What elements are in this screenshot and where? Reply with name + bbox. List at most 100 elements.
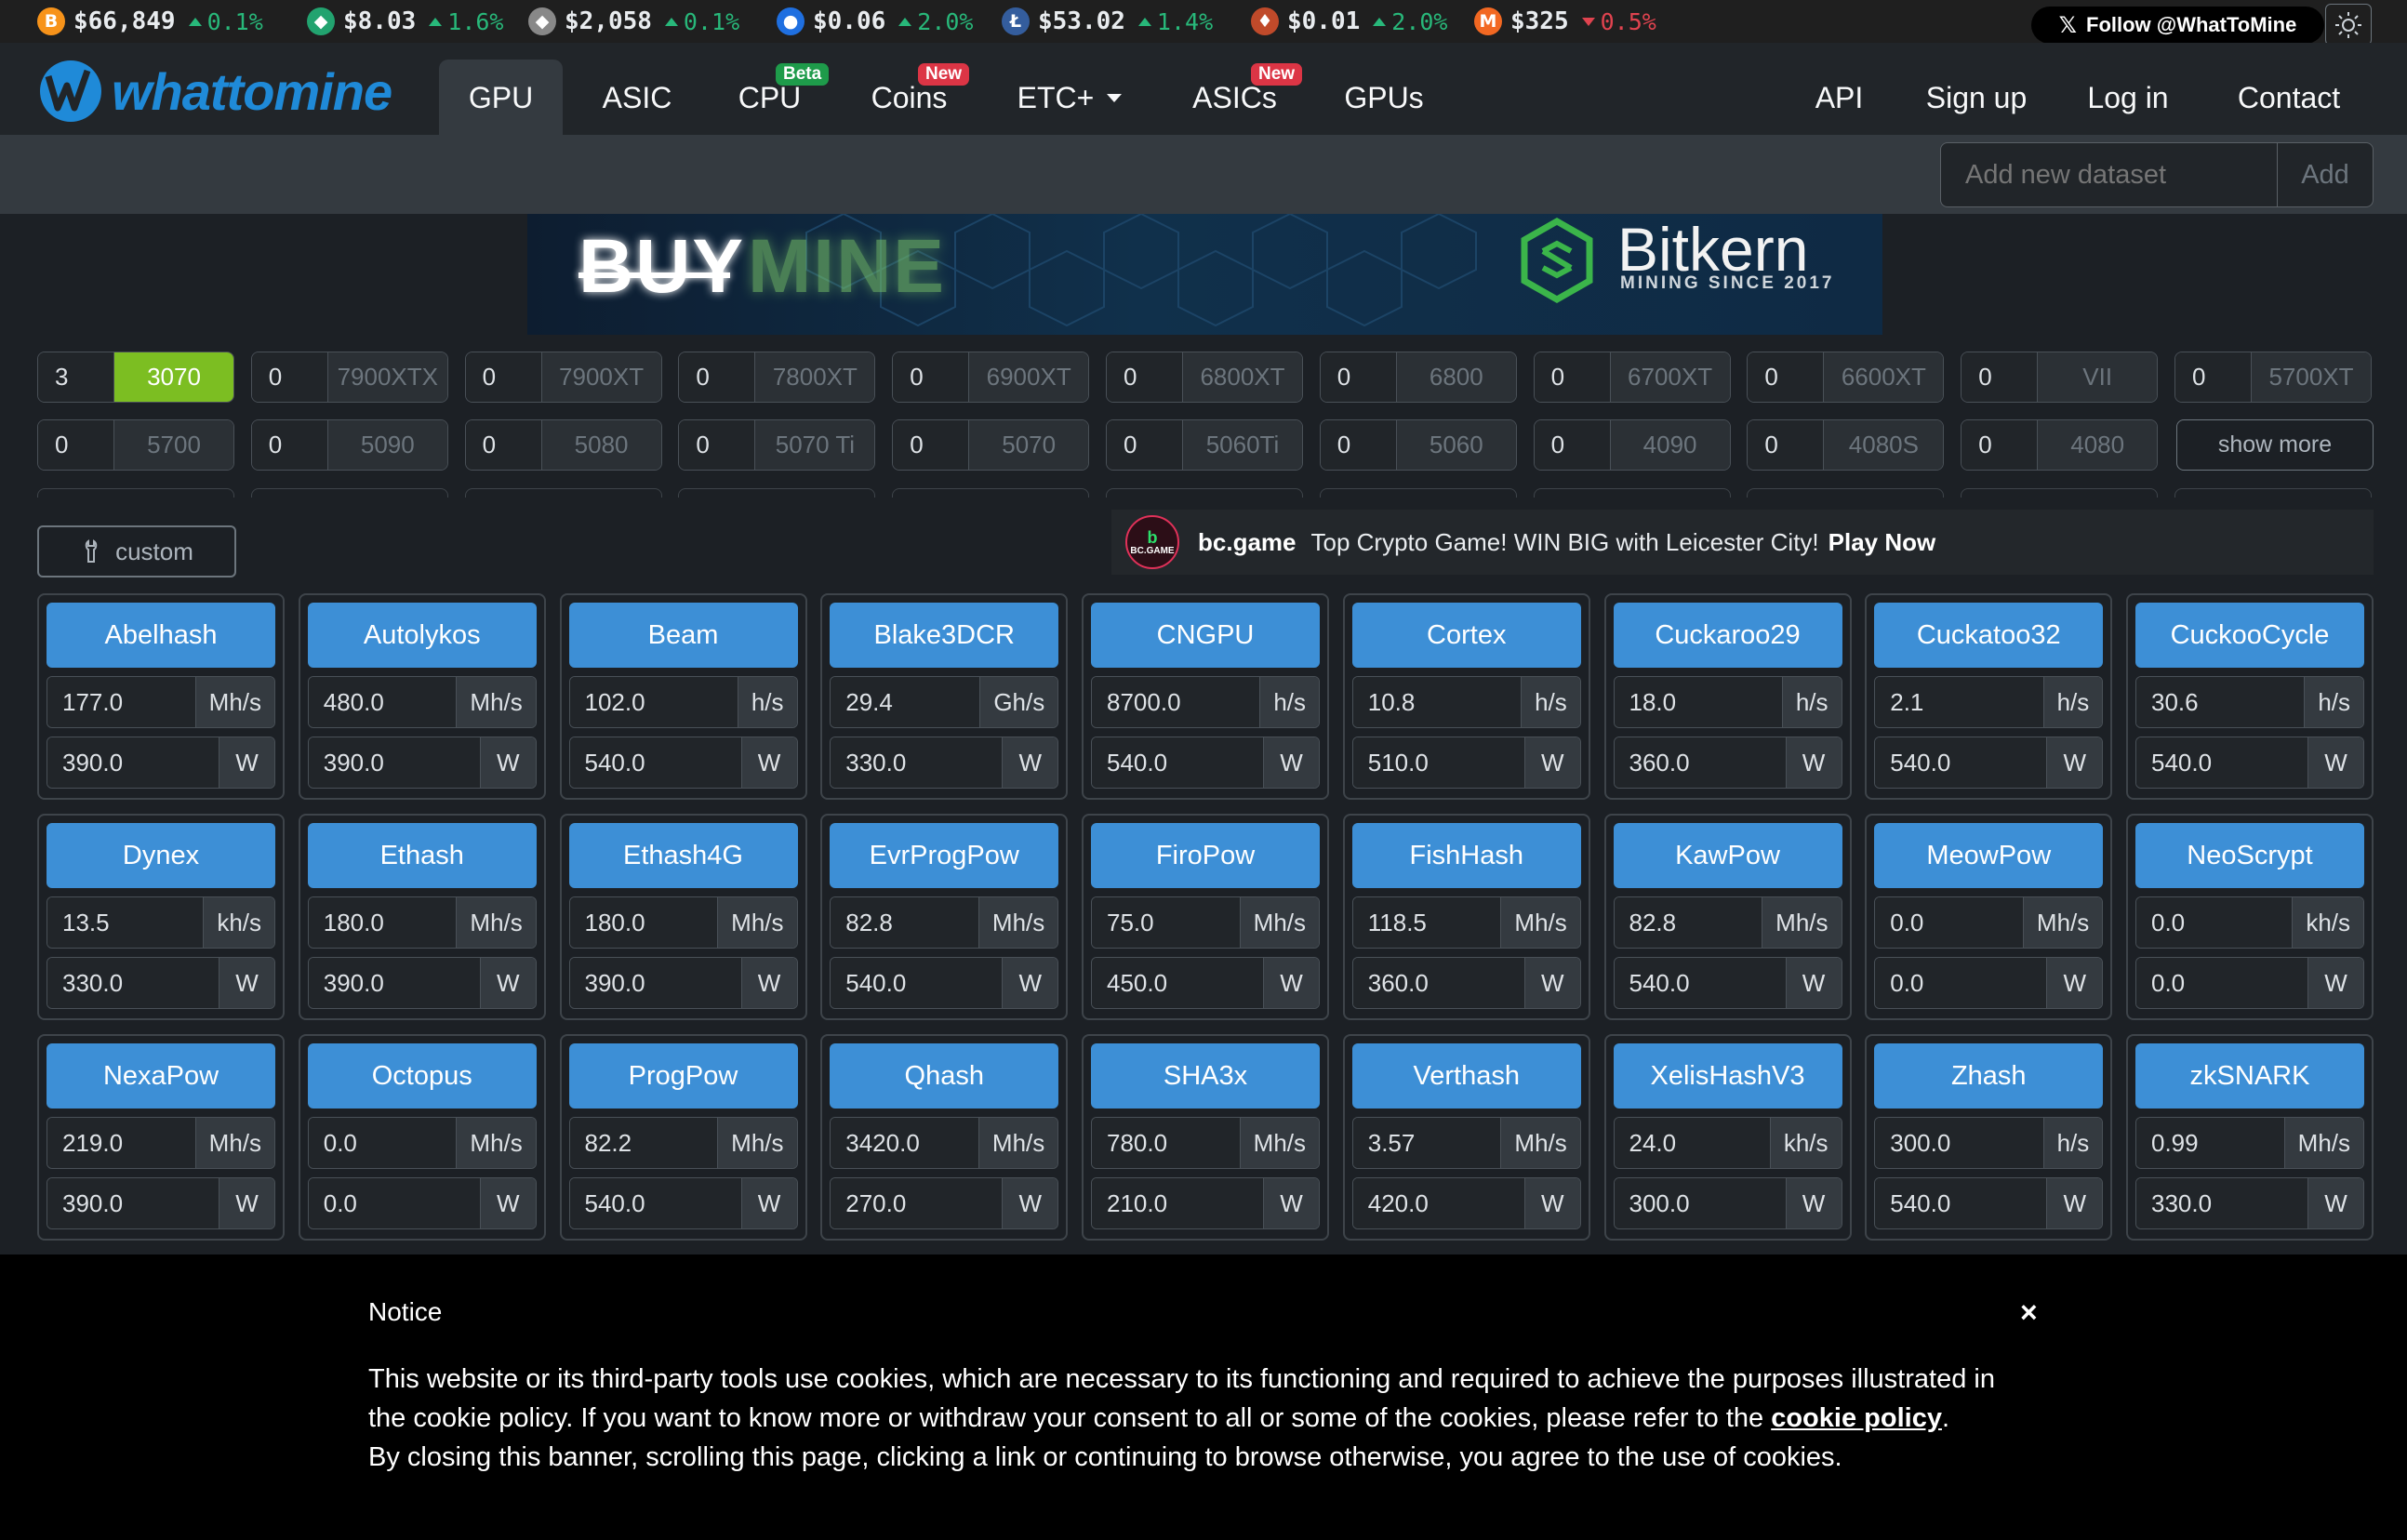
follow-twitter-button[interactable]: 𝕏 Follow @WhatToMine xyxy=(2031,7,2324,44)
hashrate-input[interactable]: 8700.0 xyxy=(1092,677,1260,727)
ticker-item[interactable]: ◆ $2,058 0.1% xyxy=(528,0,739,43)
hashrate-input[interactable]: 29.4 xyxy=(831,677,980,727)
power-input[interactable]: 390.0 xyxy=(569,958,741,1008)
hashrate-input[interactable]: 102.0 xyxy=(569,677,738,727)
gpu-quantity-input[interactable]: 3 xyxy=(38,352,114,402)
algorithm-toggle-button[interactable]: Ethash xyxy=(307,823,537,888)
gpu-model-toggle[interactable]: 5700XT xyxy=(2252,352,2371,402)
power-input[interactable]: 390.0 xyxy=(47,1178,219,1228)
algorithm-toggle-button[interactable]: Cortex xyxy=(1351,603,1581,668)
bcgame-ad[interactable]: b BC.GAME bc.game Top Crypto Game! WIN B… xyxy=(1111,510,2374,575)
nav-contact[interactable]: Contact xyxy=(2223,60,2355,136)
ticker-item[interactable]: B $66,849 0.1% xyxy=(37,0,263,43)
algorithm-toggle-button[interactable]: zkSNARK xyxy=(2135,1043,2364,1109)
algorithm-toggle-button[interactable]: Autolykos xyxy=(307,603,537,668)
hashrate-input[interactable]: 480.0 xyxy=(308,677,457,727)
hashrate-input[interactable]: 3.57 xyxy=(1352,1118,1501,1168)
gpu-quantity-input[interactable]: 0 xyxy=(679,352,756,402)
hashrate-input[interactable]: 13.5 xyxy=(47,897,204,948)
gpu-quantity-input[interactable]: 0 xyxy=(38,420,114,470)
gpu-quantity-input[interactable]: 0 xyxy=(679,420,756,470)
bitkern-banner[interactable]: BUY MINE Bitkern MINING SINCE 2017 xyxy=(527,214,1882,335)
gpu-model-toggle[interactable]: VII xyxy=(2038,352,2158,402)
custom-button[interactable]: custom xyxy=(37,525,236,578)
algorithm-toggle-button[interactable]: Cuckatoo32 xyxy=(1874,603,2104,668)
hashrate-input[interactable]: 2.1 xyxy=(1875,677,2043,727)
algorithm-toggle-button[interactable]: Qhash xyxy=(830,1043,1059,1109)
nav-gpus[interactable]: GPUs xyxy=(1328,60,1440,136)
nav-login[interactable]: Log in xyxy=(2076,60,2180,136)
power-input[interactable]: 330.0 xyxy=(47,958,219,1008)
gpu-model-toggle[interactable]: 5070 Ti xyxy=(755,420,875,470)
gpu-quantity-input[interactable]: 0 xyxy=(1534,352,1611,402)
ad-play-now-link[interactable]: Play Now xyxy=(1828,527,1936,556)
gpu-model-toggle[interactable]: 4090 xyxy=(1610,420,1730,470)
algorithm-toggle-button[interactable]: Blake3DCR xyxy=(830,603,1059,668)
power-input[interactable]: 540.0 xyxy=(569,1178,741,1228)
gpu-model-toggle[interactable]: 6900XT xyxy=(969,352,1089,402)
power-input[interactable]: 390.0 xyxy=(47,737,219,788)
algorithm-toggle-button[interactable]: Verthash xyxy=(1351,1043,1581,1109)
gpu-model-toggle[interactable]: 7800XT xyxy=(755,352,875,402)
power-input[interactable]: 300.0 xyxy=(1614,1178,1786,1228)
power-input[interactable]: 540.0 xyxy=(569,737,741,788)
gpu-model-toggle[interactable]: 6800 xyxy=(1396,352,1516,402)
algorithm-toggle-button[interactable]: Abelhash xyxy=(47,603,275,668)
hashrate-input[interactable]: 24.0 xyxy=(1614,1118,1770,1168)
hashrate-input[interactable]: 177.0 xyxy=(47,677,195,727)
nav-cpu[interactable]: CPU Beta xyxy=(716,60,830,136)
hashrate-input[interactable]: 118.5 xyxy=(1352,897,1501,948)
power-input[interactable]: 0.0 xyxy=(2136,958,2307,1008)
algorithm-toggle-button[interactable]: EvrProgPow xyxy=(830,823,1059,888)
algorithm-toggle-button[interactable]: Dynex xyxy=(47,823,275,888)
hashrate-input[interactable]: 18.0 xyxy=(1614,677,1782,727)
cookie-policy-link[interactable]: cookie policy xyxy=(1771,1403,1942,1433)
algorithm-toggle-button[interactable]: Ethash4G xyxy=(568,823,798,888)
power-input[interactable]: 270.0 xyxy=(831,1178,1003,1228)
power-input[interactable]: 540.0 xyxy=(1875,1178,2047,1228)
gpu-model-toggle[interactable]: 5080 xyxy=(541,420,661,470)
theme-toggle-button[interactable] xyxy=(2325,4,2372,46)
nav-etc-dropdown[interactable]: ETC+ xyxy=(1004,60,1135,136)
ticker-item[interactable]: ♦ $0.01 2.0% xyxy=(1251,0,1448,43)
algorithm-toggle-button[interactable]: Zhash xyxy=(1874,1043,2104,1109)
gpu-model-toggle[interactable]: 3070 xyxy=(114,352,233,402)
gpu-quantity-input[interactable]: 0 xyxy=(893,420,970,470)
hashrate-input[interactable]: 30.6 xyxy=(2136,677,2305,727)
gpu-model-toggle[interactable]: 4080S xyxy=(1824,420,1944,470)
hashrate-input[interactable]: 780.0 xyxy=(1092,1118,1240,1168)
nav-signup[interactable]: Sign up xyxy=(1916,60,2037,136)
gpu-quantity-input[interactable]: 0 xyxy=(251,352,328,402)
gpu-quantity-input[interactable]: 0 xyxy=(465,420,542,470)
power-input[interactable]: 390.0 xyxy=(308,958,480,1008)
power-input[interactable]: 360.0 xyxy=(1352,958,1524,1008)
power-input[interactable]: 210.0 xyxy=(1092,1178,1263,1228)
gpu-quantity-input[interactable]: 0 xyxy=(1534,420,1611,470)
hashrate-input[interactable]: 82.2 xyxy=(569,1118,718,1168)
ticker-item[interactable]: Ł $53.02 1.4% xyxy=(1002,0,1213,43)
gpu-model-toggle[interactable]: 5090 xyxy=(327,420,447,470)
gpu-quantity-input[interactable]: 0 xyxy=(1962,352,2039,402)
hashrate-input[interactable]: 0.0 xyxy=(1875,897,2023,948)
power-input[interactable]: 0.0 xyxy=(1875,958,2047,1008)
add-dataset-input[interactable] xyxy=(1940,142,2278,207)
algorithm-toggle-button[interactable]: Beam xyxy=(568,603,798,668)
gpu-quantity-input[interactable]: 0 xyxy=(1107,352,1183,402)
algorithm-toggle-button[interactable]: FiroPow xyxy=(1091,823,1320,888)
algorithm-toggle-button[interactable]: XelisHashV3 xyxy=(1613,1043,1842,1109)
add-dataset-button[interactable]: Add xyxy=(2277,142,2374,207)
show-more-button[interactable]: show more xyxy=(2176,419,2374,471)
power-input[interactable]: 450.0 xyxy=(1092,958,1263,1008)
algorithm-toggle-button[interactable]: ProgPow xyxy=(568,1043,798,1109)
algorithm-toggle-button[interactable]: SHA3x xyxy=(1091,1043,1320,1109)
power-input[interactable]: 540.0 xyxy=(1875,737,2047,788)
gpu-model-toggle[interactable]: 6600XT xyxy=(1824,352,1944,402)
algorithm-toggle-button[interactable]: CNGPU xyxy=(1091,603,1320,668)
ticker-item[interactable]: ● $0.06 2.0% xyxy=(777,0,974,43)
hashrate-input[interactable]: 300.0 xyxy=(1875,1118,2043,1168)
gpu-model-toggle[interactable]: 5060Ti xyxy=(1183,420,1302,470)
power-input[interactable]: 0.0 xyxy=(308,1178,480,1228)
power-input[interactable]: 330.0 xyxy=(2136,1178,2307,1228)
hashrate-input[interactable]: 75.0 xyxy=(1092,897,1240,948)
gpu-quantity-input[interactable]: 0 xyxy=(1320,352,1397,402)
